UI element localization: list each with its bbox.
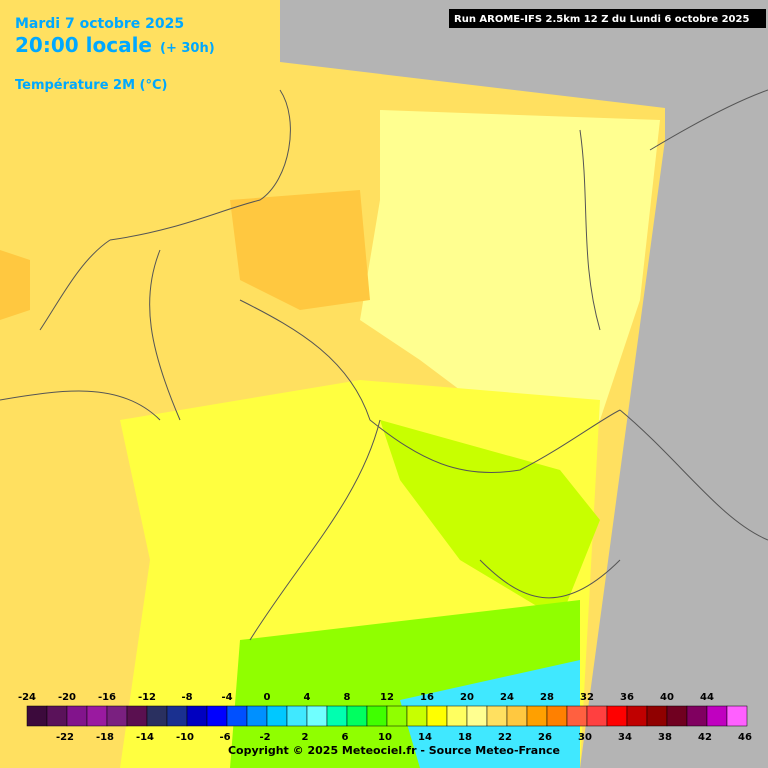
legend-tick-label: 10: [378, 732, 392, 743]
run-info: Run AROME-IFS 2.5km 12 Z du Lundi 6 octo…: [454, 14, 749, 25]
legend-swatch: [346, 705, 368, 727]
legend-tick-label: -18: [96, 732, 114, 743]
legend-tick-label: 2: [302, 732, 309, 743]
legend-tick-label: 12: [380, 692, 394, 703]
legend-tick-label: -2: [259, 732, 270, 743]
zone-20: [230, 190, 370, 310]
legend-swatch: [726, 705, 748, 727]
legend-tick-label: 24: [500, 692, 514, 703]
legend-tick-label: 20: [460, 692, 474, 703]
legend-tick-label: -20: [58, 692, 76, 703]
legend-tick-label: 22: [498, 732, 512, 743]
legend-swatch: [646, 705, 668, 727]
legend-swatch: [26, 705, 48, 727]
legend-swatch: [386, 705, 408, 727]
legend-swatch: [106, 705, 128, 727]
legend-tick-label: 30: [578, 732, 592, 743]
legend-tick-label: 16: [420, 692, 434, 703]
legend-swatch: [526, 705, 548, 727]
legend-swatch: [686, 705, 708, 727]
legend-tick-label: 4: [304, 692, 311, 703]
legend-swatch: [146, 705, 168, 727]
legend-swatch: [426, 705, 448, 727]
time: 20:00 locale: [15, 33, 152, 57]
legend: -24-22-20-18-16-14-12-10-8-6-4-202468101…: [18, 692, 752, 743]
legend-tick-label: 38: [658, 732, 672, 743]
legend-tick-label: -10: [176, 732, 194, 743]
copyright: Copyright © 2025 Meteociel.fr - Source M…: [228, 744, 560, 757]
legend-tick-label: -8: [181, 692, 192, 703]
legend-tick-label: -6: [219, 732, 230, 743]
legend-swatch: [286, 705, 308, 727]
zone-20: [0, 250, 30, 320]
legend-tick-label: 34: [618, 732, 632, 743]
legend-tick-label: 44: [700, 692, 714, 703]
legend-swatch: [666, 705, 688, 727]
legend-tick-label: 32: [580, 692, 594, 703]
legend-tick-label: -12: [138, 692, 156, 703]
legend-swatch: [326, 705, 348, 727]
legend-swatch: [306, 705, 328, 727]
parameter: Température 2M (°C): [15, 78, 167, 93]
legend-tick-label: 0: [264, 692, 271, 703]
legend-tick-label: 46: [738, 732, 752, 743]
legend-tick-label: 26: [538, 732, 552, 743]
legend-tick-label: -14: [136, 732, 154, 743]
legend-swatch: [446, 705, 468, 727]
legend-tick-label: 14: [418, 732, 432, 743]
legend-swatch: [266, 705, 288, 727]
legend-tick-label: -4: [221, 692, 232, 703]
legend-swatch: [406, 705, 428, 727]
run-box: [449, 9, 766, 28]
legend-swatch: [226, 705, 248, 727]
coastlines: [0, 89, 768, 421]
legend-swatch: [86, 705, 108, 727]
legend-swatch: [546, 705, 568, 727]
legend-tick-label: 6: [342, 732, 349, 743]
legend-tick-label: -22: [56, 732, 74, 743]
zone-12: [380, 420, 600, 620]
legend-tick-label: 40: [660, 692, 674, 703]
legend-swatch: [626, 705, 648, 727]
legend-swatch: [566, 705, 588, 727]
legend-swatch: [706, 705, 728, 727]
legend-tick-label: 36: [620, 692, 634, 703]
legend-swatch: [126, 705, 148, 727]
legend-tick-label: 8: [344, 692, 351, 703]
legend-tick-label: -16: [98, 692, 116, 703]
legend-swatch: [606, 705, 628, 727]
border-lines: [109, 89, 768, 641]
legend-swatch: [466, 705, 488, 727]
date: Mardi 7 octobre 2025: [15, 16, 184, 32]
legend-swatch: [246, 705, 268, 727]
legend-swatch: [46, 705, 68, 727]
legend-swatch: [66, 705, 88, 727]
legend-tick-label: 18: [458, 732, 472, 743]
legend-swatch: [486, 705, 508, 727]
legend-swatch: [506, 705, 528, 727]
legend-swatch: [586, 705, 608, 727]
legend-tick-label: 42: [698, 732, 712, 743]
legend-swatch: [166, 705, 188, 727]
legend-tick-label: 28: [540, 692, 554, 703]
legend-swatch: [366, 705, 388, 727]
legend-swatch: [186, 705, 208, 727]
legend-swatch: [206, 705, 228, 727]
lead-time: (+ 30h): [160, 41, 215, 56]
legend-tick-label: -24: [18, 692, 36, 703]
